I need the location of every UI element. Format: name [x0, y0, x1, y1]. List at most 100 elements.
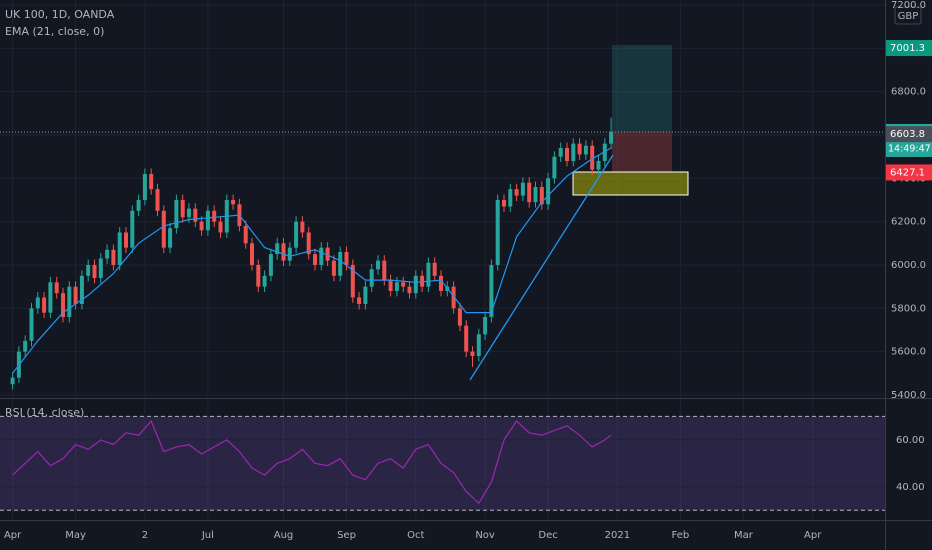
price-label: 7001.3: [890, 43, 925, 54]
candle-body: [350, 264, 355, 298]
candle-body: [558, 147, 563, 157]
candle-body: [357, 297, 362, 304]
candle-body: [73, 286, 78, 304]
candle-body: [199, 221, 204, 231]
candle-body: [111, 249, 116, 265]
candle-body: [413, 275, 418, 294]
y-tick-label: 5600.0: [891, 347, 926, 358]
y-tick-label: 5400.0: [891, 390, 926, 401]
candle-body: [218, 221, 223, 233]
candle-body: [42, 297, 47, 313]
candle-body: [363, 286, 368, 304]
candle-body: [193, 208, 198, 222]
candle-body: [394, 282, 399, 291]
candle-body: [136, 199, 141, 211]
candle-body: [117, 232, 122, 265]
candle-body: [10, 377, 15, 385]
candle-body: [539, 186, 544, 205]
candle-body: [268, 254, 273, 276]
labels: Apr May 2 Jul Aug Sep Oct Nov Dec 2021 Feb Mar Apr 72…: [4, 0, 932, 541]
candle-body: [382, 260, 387, 281]
y-tick-label: 6200.0: [891, 217, 926, 228]
rsi-label: RSI (14, close): [5, 406, 84, 419]
candle-body: [130, 210, 135, 248]
candle-body: [256, 264, 261, 287]
candle-body: [376, 260, 380, 270]
candle-body: [98, 258, 103, 278]
y-tick-label: 6800.0: [891, 87, 926, 98]
currency: GBP: [898, 11, 919, 22]
currency-box[interactable]: [894, 6, 922, 25]
trend-line: [469, 154, 614, 381]
candle-body: [243, 225, 248, 244]
candle-body: [590, 145, 595, 170]
y-tick-label: 5800.0: [891, 303, 926, 314]
candle-body: [344, 251, 349, 265]
candle-body: [426, 262, 431, 287]
candle-body: [533, 186, 538, 203]
candle-body: [464, 325, 469, 352]
target-zone: [612, 45, 672, 132]
price-label: 6603.8: [890, 129, 925, 140]
candle-body: [470, 351, 475, 356]
candle-body: [325, 247, 330, 261]
candle-body: [92, 264, 97, 278]
candle-body: [168, 228, 173, 248]
candle-body: [275, 243, 280, 255]
candle-body: [451, 286, 456, 309]
candle-body: [331, 260, 336, 276]
candle-body: [212, 210, 217, 222]
candle-body: [369, 269, 374, 287]
candle-body: [250, 243, 254, 265]
candle-body: [552, 156, 557, 179]
candle-body: [187, 208, 191, 218]
x-tick-label: Nov: [475, 530, 495, 541]
grid: [0, 0, 885, 520]
candle-body: [338, 251, 343, 276]
candle-body: [180, 199, 185, 218]
y-tick-label: 7200.0: [891, 0, 926, 11]
candle-body: [439, 275, 443, 291]
x-tick-label: Apr: [4, 530, 22, 541]
x-tick-label: Sep: [337, 530, 356, 541]
candle-body: [35, 297, 40, 309]
candle-body: [502, 199, 506, 207]
candle-body: [546, 178, 551, 205]
y-tick-label: 6000.0: [891, 260, 926, 271]
chart-title: UK 100, 1D, OANDA: [5, 8, 115, 21]
x-tick-label: May: [65, 530, 86, 541]
candle-body: [565, 147, 569, 161]
support-box: [572, 171, 689, 196]
candle-body: [281, 243, 286, 261]
candle-body: [306, 232, 311, 255]
rsi-band-fill: [0, 416, 885, 511]
marks: [0, 117, 885, 505]
stop-zone: [612, 132, 672, 172]
candle-body: [577, 143, 582, 155]
candle-body: [489, 264, 494, 317]
rsi-tick-label: 60.00: [896, 435, 925, 446]
rsi-line: [12, 419, 612, 505]
candle-body: [155, 189, 160, 211]
candle-body: [432, 262, 437, 276]
candle-body: [67, 286, 72, 317]
x-tick-label: Mar: [734, 530, 754, 541]
candle-body: [86, 264, 91, 276]
x-tick-label: Oct: [407, 530, 424, 541]
candle-body: [313, 254, 317, 265]
candle-body: [79, 275, 84, 304]
candle-body: [457, 308, 462, 326]
indicator-label: EMA (21, close, 0): [5, 25, 104, 38]
candle-body: [300, 221, 305, 233]
candle-body: [571, 143, 576, 161]
candle-body: [231, 199, 236, 205]
candle-body: [48, 282, 53, 313]
rsi-pane: [0, 400, 885, 520]
candle-body: [287, 247, 292, 261]
candle-body: [142, 173, 147, 200]
candle-body: [520, 182, 525, 196]
candle-body: [583, 145, 588, 155]
candle-body: [602, 143, 607, 161]
candle-body: [407, 286, 412, 294]
